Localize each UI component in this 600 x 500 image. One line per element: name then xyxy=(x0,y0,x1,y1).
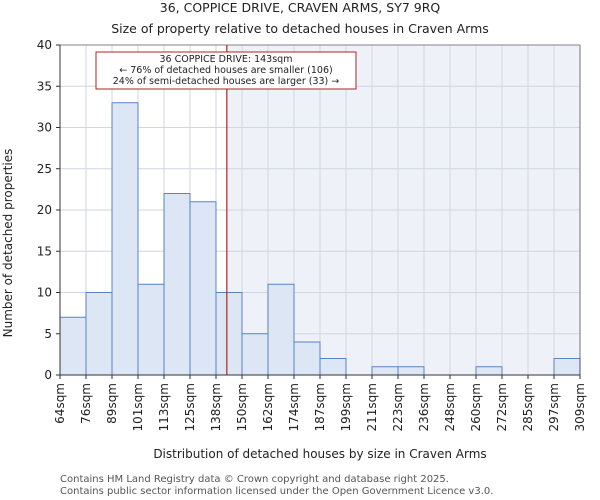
x-tick-label: 309sqm xyxy=(573,383,587,431)
bar xyxy=(137,283,165,376)
bar xyxy=(553,358,581,376)
y-tick-label: 15 xyxy=(37,244,52,258)
bar xyxy=(241,333,269,376)
x-tick-label: 272sqm xyxy=(495,383,509,431)
bar xyxy=(59,316,87,376)
x-tick-label: 199sqm xyxy=(339,383,353,431)
x-tick-label: 101sqm xyxy=(131,383,145,431)
y-tick-label: 40 xyxy=(37,38,52,52)
x-tick-label: 125sqm xyxy=(183,383,197,431)
bar xyxy=(319,358,347,376)
annotation-frame xyxy=(95,51,357,90)
y-tick-label: 10 xyxy=(37,286,52,300)
bar xyxy=(371,366,399,376)
plot-area: 0 5 10 15 20 25 30 35 40 64sqm 76sqm 89sqm 101sqm 113… xyxy=(37,38,587,431)
x-tick-label: 113sqm xyxy=(157,383,171,431)
bar xyxy=(215,292,243,376)
bar xyxy=(189,201,217,376)
x-tick-label: 138sqm xyxy=(209,383,223,431)
bar xyxy=(475,366,503,376)
x-tick-label: 211sqm xyxy=(365,383,379,431)
x-tick-label: 248sqm xyxy=(443,383,457,431)
x-tick-label: 64sqm xyxy=(53,383,67,424)
x-tick-label: 260sqm xyxy=(469,383,483,431)
footer-line-2: Contains public sector information licen… xyxy=(60,486,493,497)
bar xyxy=(267,283,295,376)
y-tick-label: 35 xyxy=(37,79,52,93)
x-tick-label: 76sqm xyxy=(79,383,93,424)
x-tick-label: 236sqm xyxy=(417,383,431,431)
y-tick-label: 0 xyxy=(44,368,52,382)
y-tick-label: 20 xyxy=(37,203,52,217)
annotation-box: 36 COPPICE DRIVE: 143sqm ← 76% of detach… xyxy=(95,51,357,90)
x-tick-label: 150sqm xyxy=(235,383,249,431)
chart-title: 36, COPPICE DRIVE, CRAVEN ARMS, SY7 9RQ xyxy=(160,0,441,15)
x-tick-label: 285sqm xyxy=(521,383,535,431)
bar xyxy=(397,366,425,376)
y-axis-label: Number of detached properties xyxy=(1,149,15,338)
annotation-line-1: 36 COPPICE DRIVE: 143sqm xyxy=(160,54,293,65)
chart-subtitle: Size of property relative to detached ho… xyxy=(111,21,489,36)
annotation-line-3: 24% of semi-detached houses are larger (… xyxy=(113,76,340,87)
bar xyxy=(111,102,139,376)
x-tick-label: 89sqm xyxy=(105,383,119,424)
bar xyxy=(163,193,191,376)
x-tick-label: 162sqm xyxy=(261,383,275,431)
x-tick-label: 223sqm xyxy=(391,383,405,431)
bar xyxy=(293,341,321,376)
y-tick-label: 30 xyxy=(37,121,52,135)
x-tick-label: 174sqm xyxy=(287,383,301,431)
footer-line-1: Contains HM Land Registry data © Crown c… xyxy=(60,474,449,485)
annotation-line-2: ← 76% of detached houses are smaller (10… xyxy=(119,65,332,76)
y-tick-label: 5 xyxy=(44,327,52,341)
x-tick-label: 187sqm xyxy=(313,383,327,431)
x-axis-label: Distribution of detached houses by size … xyxy=(153,447,486,461)
bar xyxy=(85,292,113,376)
x-tick-label: 297sqm xyxy=(547,383,561,431)
y-tick-label: 25 xyxy=(37,162,52,176)
